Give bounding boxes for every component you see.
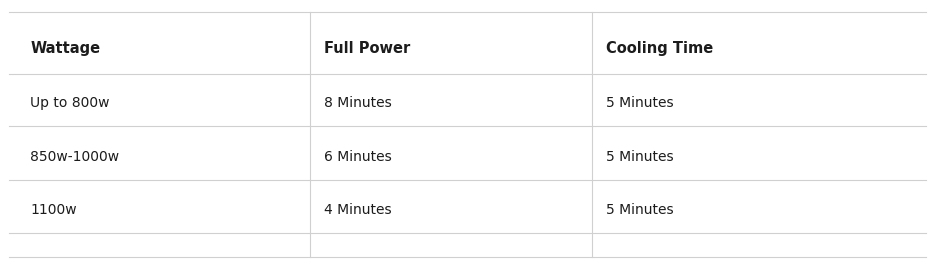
Text: 6 Minutes: 6 Minutes	[324, 150, 392, 164]
Text: Full Power: Full Power	[324, 41, 411, 56]
Text: Up to 800w: Up to 800w	[30, 96, 110, 110]
Text: 850w-1000w: 850w-1000w	[30, 150, 119, 164]
Text: Cooling Time: Cooling Time	[606, 41, 713, 56]
Text: 5 Minutes: 5 Minutes	[606, 96, 674, 110]
Text: 5 Minutes: 5 Minutes	[606, 203, 674, 217]
Text: 5 Minutes: 5 Minutes	[606, 150, 674, 164]
Text: 1100w: 1100w	[30, 203, 77, 217]
Text: Wattage: Wattage	[30, 41, 101, 56]
Text: 8 Minutes: 8 Minutes	[324, 96, 392, 110]
Text: 4 Minutes: 4 Minutes	[324, 203, 392, 217]
